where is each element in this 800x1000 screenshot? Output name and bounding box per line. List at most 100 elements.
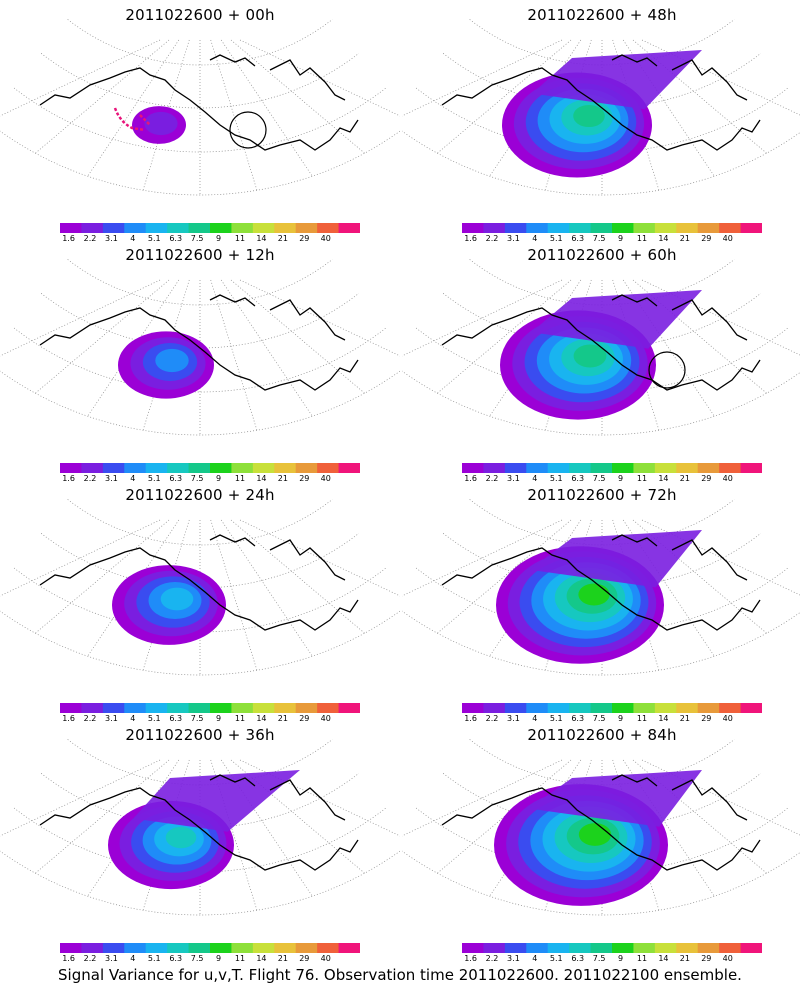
- colorbar-tick-label: 29: [299, 714, 310, 723]
- colorbar-swatch: [526, 463, 549, 473]
- colorbar-tick-label: 40: [320, 954, 331, 963]
- colorbar-tick-label: 6.3: [169, 714, 183, 723]
- colorbar-swatch: [483, 223, 506, 233]
- variance-contour: [133, 770, 300, 832]
- colorbar-tick-label: 1.6: [464, 714, 477, 723]
- meridian-line: [230, 279, 365, 394]
- colorbar-tick-label: 7.5: [190, 234, 204, 243]
- colorbar-tick-label: 2.2: [485, 954, 499, 963]
- colorbar-tick-label: 21: [277, 954, 288, 963]
- colorbar-swatch: [526, 223, 549, 233]
- parallel-line: [0, 610, 400, 676]
- meridian-line: [35, 279, 170, 394]
- colorbar-tick-label: 29: [299, 474, 310, 483]
- colorbar-swatch: [167, 703, 190, 713]
- colorbar-swatch: [547, 703, 570, 713]
- colorbar-tick-label: 5.1: [147, 234, 161, 243]
- forecast-panel: 2011022600 + 12h 1.6 2.2 3.1 4 5.1 6.3 7.5 9 11 14…: [0, 240, 400, 483]
- colorbar: [60, 463, 360, 473]
- colorbar-tick-label: 7.5: [190, 954, 204, 963]
- colorbar-tick-label: 7.5: [592, 234, 606, 243]
- panel-title: 2011022600 + 60h: [527, 246, 677, 264]
- variance-contour: [573, 104, 605, 128]
- colorbar-swatch: [697, 943, 720, 953]
- colorbar-tick-label: 1.6: [464, 954, 477, 963]
- colorbar-tick-label: 6.3: [571, 474, 585, 483]
- colorbar-labels: 1.6 2.2 3.1 4 5.1 6.3 7.5 9 11 14 21 29 40: [462, 474, 762, 484]
- panel-title: 2011022600 + 48h: [527, 6, 677, 24]
- colorbar-swatch: [145, 703, 168, 713]
- colorbar-tick-label: 4: [130, 714, 136, 723]
- colorbar-swatch: [697, 703, 720, 713]
- colorbar-swatch: [590, 943, 613, 953]
- colorbar-tick-label: 9: [216, 954, 222, 963]
- variance-contour: [578, 583, 610, 606]
- colorbar-swatch: [612, 943, 634, 953]
- colorbar-tick-label: 3.1: [507, 714, 520, 723]
- colorbar-swatch: [569, 463, 592, 473]
- observation-circle: [229, 111, 267, 149]
- colorbar-swatch: [740, 703, 762, 713]
- colorbar-tick-label: 2.2: [485, 234, 499, 243]
- colorbar-tick-label: 4: [532, 474, 538, 483]
- colorbar-tick-label: 14: [658, 234, 669, 243]
- colorbar-tick-label: 29: [701, 714, 712, 723]
- colorbar-tick-label: 4: [130, 234, 136, 243]
- parallel-line: [0, 130, 400, 196]
- meridian-line: [87, 39, 180, 177]
- colorbar-tick-label: 7.5: [592, 714, 606, 723]
- meridian-line: [437, 519, 572, 634]
- colorbar-swatch: [295, 943, 318, 953]
- panel-title: 2011022600 + 72h: [527, 486, 677, 504]
- colorbar-tick-label: 9: [618, 234, 624, 243]
- colorbar: [462, 943, 762, 953]
- parallel-line: [415, 327, 789, 393]
- colorbar-swatch: [81, 943, 104, 953]
- meridian-line: [0, 39, 161, 117]
- variance-contour: [573, 344, 607, 368]
- colorbar-tick-label: 9: [618, 474, 624, 483]
- colorbar-swatch: [295, 223, 318, 233]
- colorbar: [60, 703, 360, 713]
- colorbar-swatch: [102, 223, 125, 233]
- parallel-line: [402, 850, 800, 916]
- colorbar-tick-label: 4: [532, 234, 538, 243]
- colorbar-swatch: [654, 943, 677, 953]
- colorbar-swatch: [526, 943, 549, 953]
- colorbar-swatch: [462, 703, 484, 713]
- parallel-line: [0, 370, 400, 436]
- colorbar-swatch: [462, 223, 484, 233]
- colorbar-swatch: [102, 463, 125, 473]
- colorbar-swatch: [740, 943, 762, 953]
- colorbar-swatch: [252, 703, 275, 713]
- coastline: [441, 294, 761, 391]
- colorbar-labels: 1.6 2.2 3.1 4 5.1 6.3 7.5 9 11 14 21 29 40: [60, 954, 360, 964]
- colorbar-swatch: [81, 463, 104, 473]
- forecast-panel: 2011022600 + 00h 1.6 2.2 3.1 4 5.1 6.3 7.5 9 11 14…: [0, 0, 400, 243]
- colorbar-swatch: [590, 703, 613, 713]
- parallel-line: [13, 87, 387, 153]
- colorbar-swatch: [124, 703, 147, 713]
- variance-field: [494, 770, 702, 906]
- colorbar-swatch: [81, 703, 104, 713]
- colorbar-swatch: [60, 943, 82, 953]
- meridian-line: [220, 519, 313, 657]
- colorbar-tick-label: 11: [234, 234, 246, 243]
- colorbar-labels: 1.6 2.2 3.1 4 5.1 6.3 7.5 9 11 14 21 29 40: [60, 234, 360, 244]
- colorbar-swatch: [504, 703, 527, 713]
- parallel-line: [67, 499, 333, 546]
- flight-track: [113, 107, 151, 132]
- coastline: [39, 54, 359, 151]
- colorbar-tick-label: 14: [256, 234, 267, 243]
- colorbar-tick-label: 9: [618, 714, 624, 723]
- meridian-line: [641, 519, 800, 596]
- colorbar-tick-label: 14: [658, 474, 669, 483]
- parallel-line: [13, 327, 387, 393]
- colorbar: [462, 223, 762, 233]
- map-plot: [402, 259, 800, 436]
- parallel-line: [67, 739, 333, 786]
- colorbar-swatch: [633, 703, 656, 713]
- colorbar-tick-label: 7.5: [592, 474, 606, 483]
- colorbar-swatch: [697, 463, 720, 473]
- meridian-line: [632, 759, 767, 874]
